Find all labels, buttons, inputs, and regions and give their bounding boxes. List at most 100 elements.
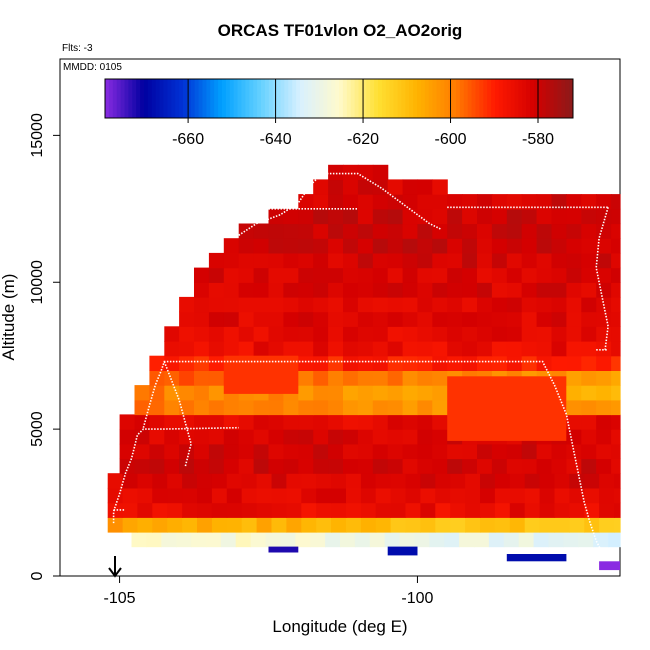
heatmap-cell — [566, 385, 582, 401]
heatmap-cell — [238, 458, 255, 474]
heatmap-cell — [402, 267, 419, 283]
heatmap-cell — [611, 326, 621, 342]
heatmap-cell — [250, 531, 267, 548]
heatmap-cell — [223, 296, 240, 313]
heatmap-cell — [432, 443, 448, 460]
heatmap-cell — [539, 487, 556, 504]
heatmap-cell — [569, 473, 585, 489]
colorbar-cell — [518, 79, 523, 118]
heatmap-cell — [402, 341, 419, 357]
heatmap-cell — [491, 296, 508, 313]
heatmap-cell — [152, 502, 168, 518]
heatmap-cell — [581, 311, 597, 327]
colorbar-cell — [186, 79, 192, 118]
heatmap-cell — [208, 311, 225, 327]
heatmap-cell — [194, 296, 210, 313]
heatmap-cell — [137, 487, 153, 504]
heatmap-cell — [372, 296, 389, 313]
heatmap-cell — [372, 370, 389, 386]
colorbar-cell — [452, 79, 457, 118]
heatmap-cell — [331, 502, 347, 518]
heatmap-cell — [521, 296, 538, 313]
heatmap-cell — [283, 458, 299, 474]
heatmap-cell — [488, 531, 505, 548]
colorbar-cell — [350, 79, 356, 118]
heatmap-cell — [298, 370, 314, 386]
heatmap-cell — [435, 517, 451, 533]
heatmap-cell — [208, 326, 225, 342]
heatmap-cell — [539, 517, 556, 533]
heatmap-cell — [417, 399, 433, 416]
heatmap-cell — [506, 238, 523, 254]
heatmap-cell — [298, 326, 314, 342]
heatmap-cell — [268, 311, 284, 327]
heatmap-cell — [506, 223, 523, 239]
heatmap-cell — [208, 399, 225, 416]
y-axis: 0 5000 10000 15000 — [29, 113, 60, 580]
heatmap-cell — [208, 355, 225, 371]
heatmap-cell — [182, 473, 198, 489]
heatmap-cell — [343, 414, 359, 430]
heatmap-cell — [256, 517, 273, 533]
heatmap-cell — [432, 414, 448, 430]
heatmap-cell — [596, 208, 612, 225]
heatmap-cell — [551, 311, 567, 327]
heatmap-cell — [298, 429, 314, 445]
heatmap-cell — [208, 341, 225, 357]
heatmap-cell — [432, 399, 448, 416]
colorbar-cell — [276, 79, 281, 118]
heatmap-cell — [283, 223, 299, 239]
heatmap-cell — [533, 531, 550, 548]
heatmap-cell — [462, 296, 478, 313]
heatmap-cell — [372, 164, 389, 181]
heatmap-cell — [119, 414, 136, 430]
colorbar-cell — [335, 79, 340, 118]
heatmap-cell — [164, 458, 180, 474]
heatmap-cell — [506, 194, 523, 210]
colorbar-cell — [105, 79, 110, 118]
heatmap-cell — [357, 399, 374, 416]
heatmap-cell — [581, 458, 597, 474]
heatmap-cell — [343, 238, 359, 254]
colorbar-cell — [510, 79, 515, 118]
heatmap-cell — [596, 252, 612, 269]
colorbar-cell — [487, 79, 492, 118]
heatmap-cell — [462, 443, 478, 460]
heatmap-cell — [360, 473, 377, 489]
x-tick-label: -105 — [104, 590, 136, 607]
colorbar-cell — [366, 79, 371, 118]
heatmap-cell — [372, 355, 389, 371]
heatmap-cell — [298, 238, 314, 254]
heatmap-cell — [343, 282, 359, 298]
colorbar-cell — [280, 79, 285, 118]
colorbar-cell — [179, 79, 184, 118]
heatmap-cell — [506, 326, 523, 342]
heatmap-cell — [340, 531, 356, 548]
heatmap-cell — [491, 341, 508, 357]
heatmap-cell — [581, 252, 597, 269]
heatmap-cell — [450, 473, 466, 489]
heatmap-cell — [581, 414, 597, 430]
heatmap-cell — [372, 194, 389, 210]
colorbar-tick-label: -640 — [260, 131, 292, 148]
heatmap-cell — [357, 458, 374, 474]
heatmap-cell — [372, 223, 389, 239]
heatmap-cell — [390, 487, 407, 504]
heatmap-cell — [596, 443, 612, 460]
heatmap-cell — [450, 502, 466, 518]
heatmap-cell — [521, 238, 538, 254]
heatmap-cell — [268, 326, 284, 342]
heatmap-cell — [238, 252, 255, 269]
heatmap-cell — [134, 414, 150, 430]
colorbar-cell — [261, 79, 266, 118]
heatmap-cell — [596, 355, 612, 371]
heatmap-cell — [167, 487, 183, 504]
heatmap-cell — [164, 399, 180, 416]
heatmap-cell — [372, 443, 389, 460]
heatmap-cell — [402, 326, 419, 342]
heatmap-cell — [313, 311, 329, 327]
heatmap-cell — [390, 473, 407, 489]
heatmap-cell — [417, 223, 433, 239]
heatmap-cell — [343, 355, 359, 371]
heatmap-cell — [208, 282, 225, 298]
